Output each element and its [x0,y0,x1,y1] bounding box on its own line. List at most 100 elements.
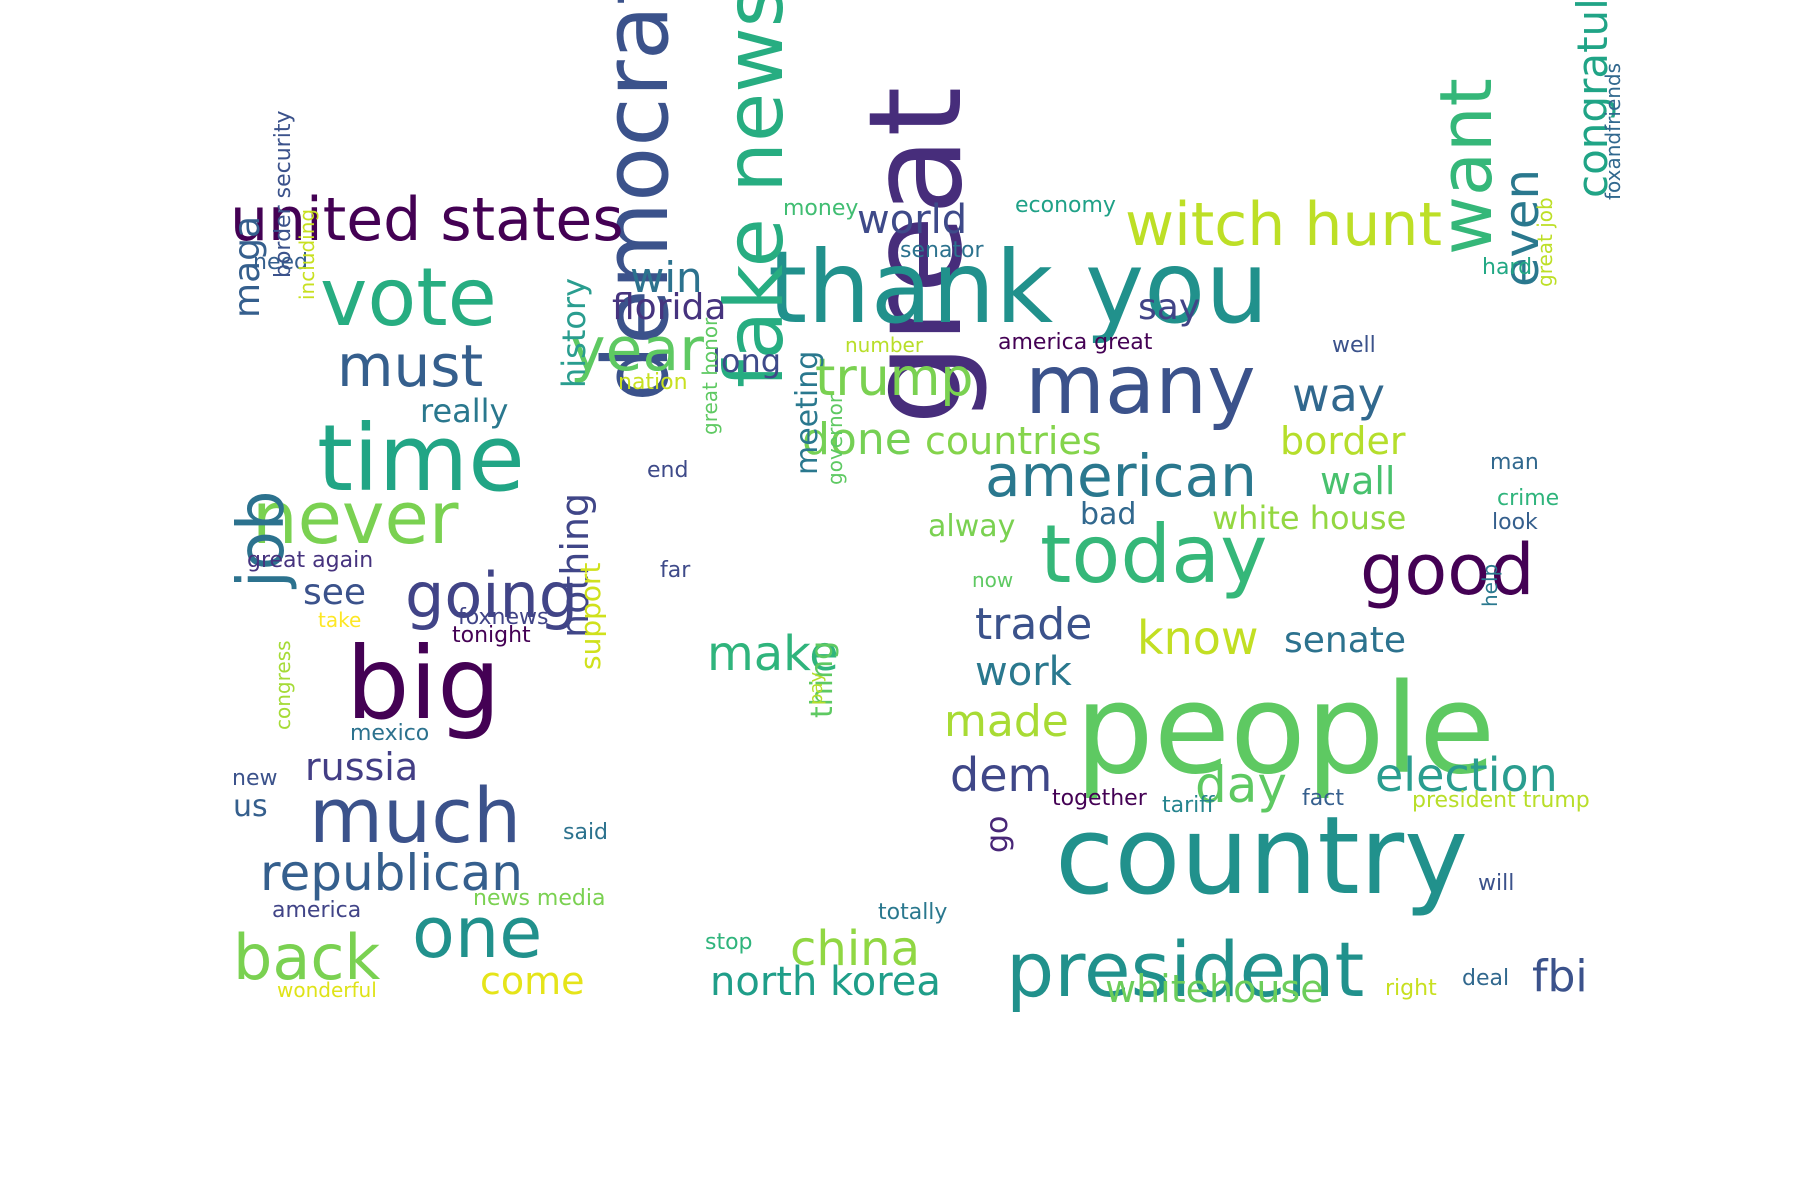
cloud-word-tonight: tonight [452,623,531,648]
cloud-word-support: support [574,562,607,670]
cloud-word-long: long [712,342,782,380]
cloud-word-including: including [295,208,319,300]
cloud-word-us: us [233,789,268,824]
cloud-word-say: say [1138,287,1201,328]
cloud-word-really: really [420,392,509,430]
cloud-word-crime: crime [1497,486,1560,511]
cloud-word-dem: dem [950,748,1053,802]
cloud-word-good: good [1360,529,1535,611]
cloud-word-news-media: news media [473,886,606,911]
cloud-word-trump: trump [815,348,974,408]
cloud-word-world: world [857,197,968,243]
cloud-word-republican: republican [260,844,523,902]
cloud-word-done: done [802,414,912,465]
cloud-word-said: said [563,820,609,845]
cloud-word-alway: alway [928,509,1016,544]
cloud-word-trade: trade [975,599,1093,650]
cloud-word-president-trump: president trump [1412,788,1590,813]
cloud-word-whitehouse: whitehouse [1105,967,1324,1011]
cloud-word-governor: governor [823,394,847,485]
cloud-word-will: will [1478,871,1515,896]
cloud-word-deal: deal [1462,966,1510,991]
cloud-word-great-job: great job [1533,197,1557,287]
cloud-word-foxnews: foxnews [458,605,549,630]
cloud-word-never: never [252,476,459,560]
cloud-word-countries: countries [925,419,1102,463]
cloud-word-bad: bad [1080,497,1137,532]
cloud-word-tariff: tariff [1162,793,1215,818]
cloud-word-pay: pay [806,671,827,705]
cloud-word-totally: totally [878,900,948,925]
cloud-word-today: today [1040,508,1268,601]
cloud-word-help: help [1478,563,1502,607]
cloud-word-russia: russia [305,745,419,789]
cloud-word-wonderful: wonderful [277,978,377,1002]
cloud-word-win: win [630,253,703,302]
cloud-word-american: american [985,442,1257,510]
cloud-word-america: america [272,898,362,923]
cloud-word-senate: senate [1284,620,1407,661]
cloud-word-people: people [1075,658,1496,802]
cloud-word-day: day [1195,756,1287,814]
cloud-word-history: history [555,277,593,388]
cloud-word-now: now [972,568,1014,592]
cloud-word-must: must [337,332,484,400]
cloud-word-far: far [660,558,691,583]
cloud-word-senator: senator [900,238,984,263]
cloud-word-make: make [707,626,839,682]
cloud-word-year: year [570,315,704,385]
cloud-word-much: much [309,771,522,860]
cloud-word-thank-you: thank you [768,229,1269,346]
cloud-word-see: see [303,572,367,613]
cloud-word-great-honor: great honor [698,317,722,435]
cloud-word-man: man [1490,450,1539,475]
cloud-word-fake-news: fake news [708,0,801,388]
cloud-word-fbi: fbi [1532,951,1588,1002]
cloud-word-look: look [1492,510,1538,535]
cloud-word-congress: congress [271,640,295,730]
cloud-word-job: job [225,490,299,588]
cloud-word-come: come [480,959,585,1003]
cloud-word-foxandfriends: foxandfriends [1601,62,1625,200]
cloud-word-take: take [318,608,362,632]
cloud-word-president: president [1006,925,1365,1014]
cloud-word-go: go [980,815,1015,853]
cloud-word-back: back [233,921,381,994]
cloud-word-meeting: meeting [790,350,825,475]
cloud-word-wall: wall [1320,459,1396,503]
cloud-word-many: many [1025,338,1256,433]
cloud-word-know: know [1137,611,1259,665]
cloud-word-border-security: border security [271,110,296,278]
cloud-word-right: right [1385,976,1437,1001]
cloud-word-time: time [317,405,525,512]
cloud-word-number: number [845,333,924,357]
cloud-word-fact: fact [1302,786,1344,811]
cloud-word-need: need [253,250,308,275]
cloud-word-going: going [405,559,579,632]
cloud-word-stop: stop [705,930,753,955]
cloud-word-florida: florida [612,287,727,328]
cloud-word-vote: vote [320,251,497,344]
cloud-word-great-again: great again [247,548,374,573]
cloud-word-america-great: america great [998,330,1153,355]
cloud-word-witch-hunt: witch hunt [1125,190,1442,260]
cloud-word-nation: nation [618,370,688,395]
cloud-word-big: big [346,625,501,742]
cloud-word-money: money [783,196,859,221]
cloud-word-well: well [1332,333,1376,358]
cloud-word-hard: hard [1482,255,1533,280]
cloud-word-north-korea: north korea [710,959,941,1005]
cloud-word-made: made [944,696,1069,747]
cloud-word-election: election [1375,748,1558,802]
cloud-word-mexico: mexico [350,721,430,746]
cloud-word-white-house: white house [1212,499,1407,537]
cloud-word-united-states: united states [230,185,624,255]
cloud-word-china: china [790,921,920,977]
cloud-word-work: work [975,649,1072,695]
cloud-word-end: end [647,458,689,483]
cloud-word-together: together [1052,786,1147,811]
cloud-word-way: way [1292,368,1386,422]
cloud-word-new: new [232,766,278,791]
